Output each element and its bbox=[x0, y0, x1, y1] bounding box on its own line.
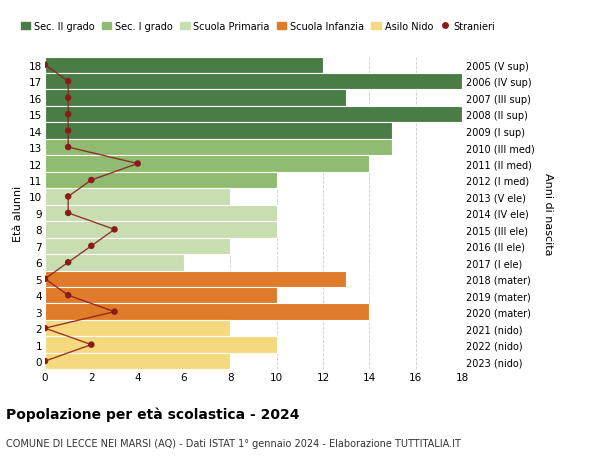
Point bbox=[40, 62, 50, 69]
Bar bbox=[45, 254, 184, 271]
Bar bbox=[45, 271, 346, 287]
Text: COMUNE DI LECCE NEI MARSI (AQ) - Dati ISTAT 1° gennaio 2024 - Elaborazione TUTTI: COMUNE DI LECCE NEI MARSI (AQ) - Dati IS… bbox=[6, 438, 461, 448]
Point bbox=[86, 177, 96, 184]
Bar bbox=[45, 205, 277, 222]
Bar bbox=[45, 156, 370, 173]
Point bbox=[86, 243, 96, 250]
Point bbox=[133, 161, 142, 168]
Bar bbox=[45, 189, 230, 205]
Bar bbox=[45, 353, 230, 369]
Bar bbox=[45, 320, 230, 336]
Point bbox=[64, 78, 73, 86]
Bar bbox=[45, 123, 392, 140]
Bar bbox=[45, 287, 277, 304]
Point bbox=[64, 111, 73, 118]
Y-axis label: Anni di nascita: Anni di nascita bbox=[543, 172, 553, 255]
Point bbox=[64, 292, 73, 299]
Bar bbox=[45, 336, 277, 353]
Point bbox=[64, 144, 73, 151]
Point bbox=[86, 341, 96, 348]
Bar bbox=[45, 140, 392, 156]
Bar bbox=[45, 304, 370, 320]
Bar bbox=[45, 90, 346, 106]
Text: Popolazione per età scolastica - 2024: Popolazione per età scolastica - 2024 bbox=[6, 406, 299, 421]
Point bbox=[64, 193, 73, 201]
Point bbox=[64, 128, 73, 135]
Point bbox=[40, 358, 50, 365]
Y-axis label: Età alunni: Età alunni bbox=[13, 185, 23, 241]
Bar bbox=[45, 238, 230, 254]
Point bbox=[40, 325, 50, 332]
Point bbox=[64, 210, 73, 217]
Point bbox=[110, 308, 119, 316]
Bar bbox=[45, 173, 277, 189]
Point bbox=[40, 275, 50, 283]
Point bbox=[64, 95, 73, 102]
Legend: Sec. II grado, Sec. I grado, Scuola Primaria, Scuola Infanzia, Asilo Nido, Stran: Sec. II grado, Sec. I grado, Scuola Prim… bbox=[20, 22, 495, 32]
Point bbox=[64, 259, 73, 266]
Bar bbox=[45, 74, 462, 90]
Point bbox=[110, 226, 119, 234]
Bar bbox=[45, 222, 277, 238]
Bar bbox=[45, 106, 462, 123]
Bar bbox=[45, 57, 323, 74]
